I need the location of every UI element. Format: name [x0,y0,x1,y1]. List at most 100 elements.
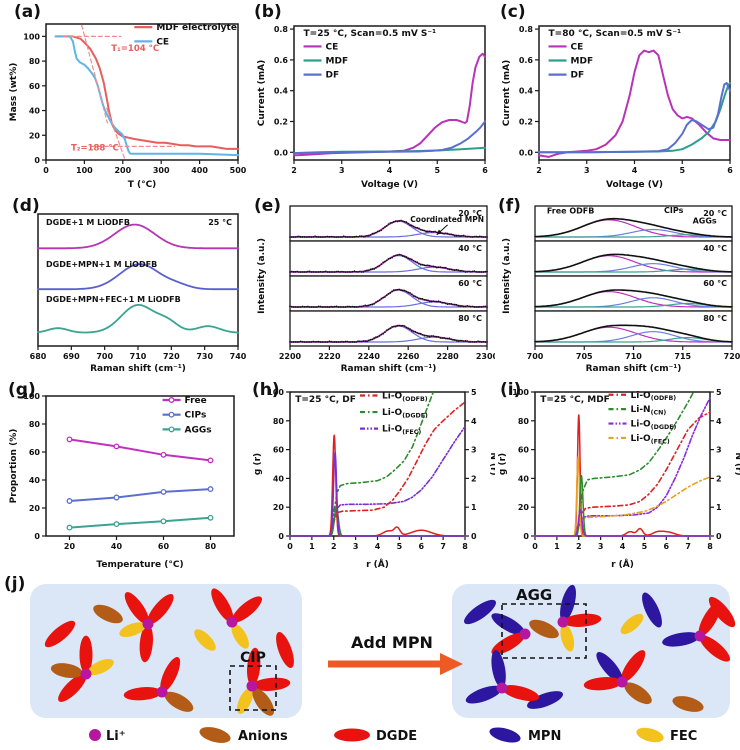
svg-text:705: 705 [576,352,593,361]
svg-text:700: 700 [96,352,113,361]
svg-text:100: 100 [76,166,93,175]
svg-text:0: 0 [34,156,40,165]
lsv-25c-chart: 2 3 4 5 6 0.0 0.2 0.4 0.6 0.8 Voltage (V) Current (… [257,25,488,190]
svg-text:500: 500 [230,166,247,175]
svg-text:60: 60 [29,82,41,91]
svg-text:0.6: 0.6 [274,56,289,65]
svg-text:AGG: AGG [516,586,552,604]
svg-text:60 °C: 60 °C [458,279,482,288]
svg-text:2: 2 [716,474,722,483]
svg-text:8: 8 [707,542,713,551]
svg-text:20: 20 [273,503,285,512]
svg-text:20 °C: 20 °C [458,209,482,218]
svg-text:3: 3 [339,166,345,175]
svg-text:T=25 °C, DF: T=25 °C, DF [295,395,356,405]
svg-text:60: 60 [273,446,285,455]
svg-text:T=80 °C, Scan=0.5 mV S⁻¹: T=80 °C, Scan=0.5 mV S⁻¹ [549,29,682,39]
svg-text:4: 4 [375,542,381,551]
svg-text:2: 2 [576,542,582,551]
svg-text:CE: CE [156,37,169,47]
panel-g: 20 40 60 80 0 20 40 60 80 100 Temperature (°C) Prop… [0,376,250,572]
svg-text:CIPs: CIPs [185,411,207,421]
solvation-structure-schematic: CIP Add MPN AGG Li⁺ Anions DGDE MPN FEC [30,584,736,744]
svg-text:Li-O(FEC): Li-O(FEC) [382,425,421,436]
svg-text:20: 20 [29,131,41,140]
svg-text:Li-O(FEC): Li-O(FEC) [631,434,670,445]
svg-text:Intensity (a.u.): Intensity (a.u.) [257,238,267,314]
panel-label-d: (d) [12,196,40,216]
svg-text:g (r): g (r) [253,453,263,475]
svg-text:Current (mA): Current (mA) [257,60,267,126]
svg-text:DGDE+MPN+FEC+1 M LiODFB: DGDE+MPN+FEC+1 M LiODFB [46,295,181,304]
svg-text:60: 60 [158,542,170,551]
svg-text:Li⁺: Li⁺ [106,729,126,744]
svg-text:80 °C: 80 °C [458,314,482,323]
svg-text:40: 40 [111,542,123,551]
svg-text:AGGs: AGGs [185,425,212,435]
panel-label-e: (e) [254,196,282,216]
svg-text:FEC: FEC [670,729,697,744]
svg-text:Raman shift (cm⁻¹): Raman shift (cm⁻¹) [586,364,682,374]
panel-label-i: (i) [500,380,522,400]
svg-text:T (°C): T (°C) [128,180,157,190]
svg-text:7: 7 [440,542,446,551]
svg-text:80: 80 [29,57,41,66]
svg-text:2220: 2220 [318,352,341,361]
svg-text:r (Å): r (Å) [366,559,389,570]
svg-text:730: 730 [196,352,213,361]
svg-text:MPN: MPN [528,729,561,744]
svg-text:80: 80 [205,542,217,551]
svg-text:DGDE: DGDE [376,729,417,744]
svg-text:T₂=188 °C: T₂=188 °C [71,143,119,153]
panel-label-g: (g) [8,380,36,400]
svg-text:DF: DF [326,71,340,81]
svg-text:Raman shift (cm⁻¹): Raman shift (cm⁻¹) [90,364,186,374]
svg-text:Mass (wt%): Mass (wt%) [9,63,19,122]
svg-text:7: 7 [685,542,691,551]
svg-text:Coordinated MPN: Coordinated MPN [410,215,484,224]
raman-electrolytes-chart: 680 690 700 710 720 730 740 Raman shift (cm⁻¹) D… [30,213,247,374]
svg-text:2: 2 [291,166,297,175]
svg-text:Temperature (°C): Temperature (°C) [96,560,183,570]
svg-text:DF: DF [571,71,585,81]
svg-text:6: 6 [482,166,488,175]
svg-text:200: 200 [114,166,131,175]
svg-text:AGGs: AGGs [693,217,717,226]
svg-text:DGDE+1 M LiODFB: DGDE+1 M LiODFB [46,218,130,227]
svg-text:40 °C: 40 °C [458,244,482,253]
svg-text:Li-O(ODFB): Li-O(ODFB) [631,391,677,402]
svg-text:0.8: 0.8 [274,25,289,34]
svg-text:CE: CE [571,42,584,52]
lsv-80c-chart: 2 3 4 5 6 0.0 0.2 0.4 0.6 0.8 Voltage (V) Current (… [502,25,733,190]
svg-text:0.2: 0.2 [519,117,533,126]
svg-text:300: 300 [153,166,170,175]
svg-text:720: 720 [724,352,740,361]
svg-text:Li-O(DGDE): Li-O(DGDE) [631,420,677,431]
svg-text:60: 60 [29,448,41,457]
panel-f: 20 °C 40 °C 60 °C 80 °C 700 705 710 715 720 Raman… [495,192,740,376]
svg-text:1: 1 [471,503,477,512]
svg-text:2: 2 [471,474,477,483]
svg-text:0: 0 [34,532,40,541]
panel-e: 20 °C 40 °C 60 °C 80 °C 2200 2220 2240 2260 2280… [250,192,495,376]
svg-text:0.6: 0.6 [519,56,534,65]
svg-text:0: 0 [43,166,49,175]
panel-label-c: (c) [500,2,526,22]
panel-c: 2 3 4 5 6 0.0 0.2 0.4 0.6 0.8 Voltage (V) Current (… [495,0,740,192]
svg-text:2200: 2200 [279,352,302,361]
svg-text:40: 40 [29,476,41,485]
svg-text:20: 20 [518,503,530,512]
svg-text:710: 710 [130,352,147,361]
panel-label-a: (a) [14,2,42,22]
svg-text:5: 5 [471,388,477,397]
svg-text:Li-O(DGDE): Li-O(DGDE) [382,408,428,419]
svg-text:25 °C: 25 °C [208,218,232,227]
svg-text:r (Å): r (Å) [611,559,634,570]
svg-text:T=25 °C, Scan=0.5 mV S⁻¹: T=25 °C, Scan=0.5 mV S⁻¹ [304,29,437,39]
svg-text:Li-N(CN): Li-N(CN) [631,405,667,416]
svg-text:40 °C: 40 °C [703,244,727,253]
svg-text:5: 5 [434,166,440,175]
svg-text:715: 715 [674,352,691,361]
svg-text:MDF: MDF [571,57,594,67]
